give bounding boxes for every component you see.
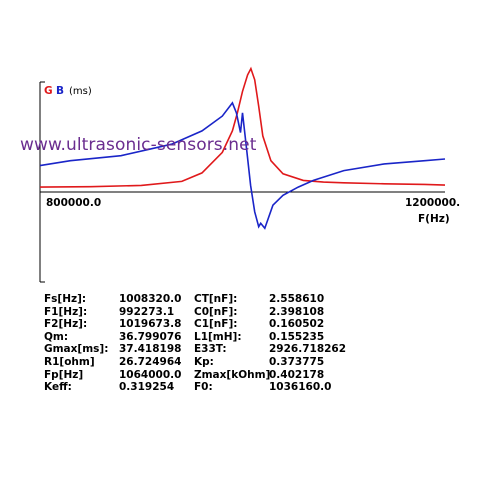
param-name: F2[Hz]: [44,318,88,331]
param-value: 0.160502 [269,318,325,331]
param-value: 2926.718262 [269,343,347,356]
param-name: Zmax[kOhm] [194,368,271,381]
param-name: Gmax[ms]: [44,343,109,356]
param-value: 0.155235 [269,330,325,343]
impedance-chart: G B (ms) 800000.0 1200000. F(Hz) [39,66,460,283]
legend-b: B [56,85,64,97]
x-tick-label-max: 1200000. [405,197,460,209]
param-value: 36.799076 [119,330,182,343]
param-name: C0[nF]: [194,305,238,318]
x-tick-label-min: 800000.0 [46,197,101,209]
param-value: 1036160.0 [269,381,332,394]
x-axis-label: F(Hz) [418,213,450,225]
param-value: 0.373775 [269,355,325,368]
param-value: 1008320.0 [119,293,182,305]
param-value: 0.402178 [269,368,325,381]
param-name: C1[nF]: [194,318,238,331]
param-name: E33T: [194,343,227,356]
param-value: 26.724964 [119,355,182,368]
param-name: F1[Hz]: [44,305,88,318]
param-name: R1[ohm] [44,355,95,368]
legend-g: G [44,85,53,97]
param-name: CT[nF]: [194,293,238,305]
legend-unit: (ms) [69,86,92,97]
param-name: Keff: [44,381,72,394]
param-name: Fs[Hz]: [44,293,87,305]
param-name: Kp: [194,355,214,368]
watermark-text: www.ultrasonic-sensors.net [20,135,257,155]
param-name: Qm: [44,330,69,343]
param-value: 2.398108 [269,305,325,318]
param-name: F0: [194,381,213,394]
param-value: 37.418198 [119,343,182,356]
param-name: L1[mH]: [194,330,242,343]
param-value: 992273.1 [119,305,175,318]
param-value: 0.319254 [119,381,175,394]
param-value: 2.558610 [269,293,325,305]
series-line-g [39,66,446,188]
param-name: Fp[Hz] [44,368,84,381]
param-value: 1019673.8 [119,318,182,331]
param-value: 1064000.0 [119,368,182,381]
series-line-b [39,101,446,230]
